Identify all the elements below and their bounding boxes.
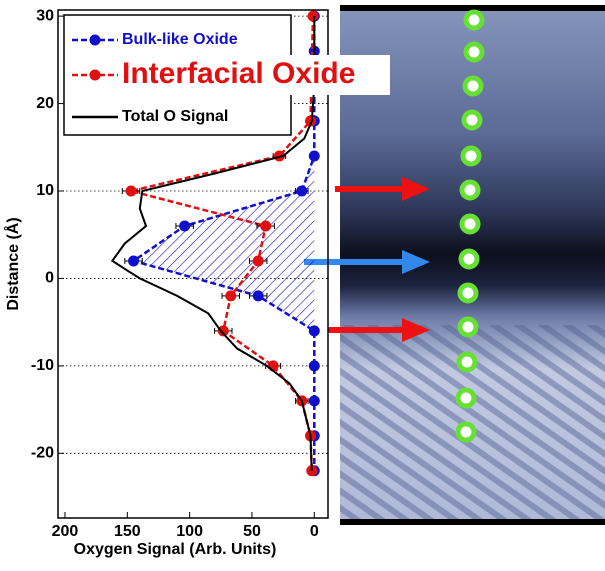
legend: Bulk-like Oxide Interfacial Oxide Total O … — [63, 14, 390, 136]
marker — [252, 255, 264, 267]
marker — [308, 325, 320, 337]
marker — [308, 360, 320, 372]
series-line — [110, 16, 316, 471]
x-tick-label: 50 — [243, 523, 261, 540]
marker — [308, 150, 320, 162]
marker — [125, 185, 137, 197]
marker — [296, 185, 308, 197]
y-tick-label: 10 — [36, 182, 54, 199]
y-tick-label: -20 — [31, 445, 54, 462]
x-tick-label: 150 — [114, 523, 141, 540]
marker — [260, 220, 272, 232]
y-tick-label: 0 — [45, 270, 54, 287]
legend-highlight — [68, 55, 390, 95]
marker — [179, 220, 191, 232]
marker — [305, 115, 317, 127]
legend-marker — [89, 34, 101, 46]
marker — [217, 325, 229, 337]
arrows — [304, 177, 430, 342]
y-axis-label: Distance (Å) — [3, 217, 22, 310]
marker — [308, 395, 320, 407]
plot-frame — [57, 9, 329, 519]
marker — [128, 255, 140, 267]
legend-label: Interfacial Oxide — [122, 57, 355, 90]
x-tick-label: 200 — [52, 523, 79, 540]
legend-marker — [89, 69, 101, 81]
y-tick-label: 20 — [36, 95, 54, 112]
micrograph — [340, 5, 605, 525]
y-tick-label: -10 — [31, 357, 54, 374]
marker — [307, 10, 319, 22]
legend-label: Total O Signal — [122, 108, 228, 125]
x-tick-label: 0 — [310, 523, 319, 540]
x-tick-label: 100 — [176, 523, 203, 540]
y-tick-label: 30 — [36, 7, 54, 24]
marker — [225, 290, 237, 302]
hatched-area — [133, 16, 315, 471]
legend-label: Bulk-like Oxide — [122, 31, 238, 48]
x-axis-label: Oxygen Signal (Arb. Units) — [74, 541, 277, 558]
marker — [252, 290, 264, 302]
